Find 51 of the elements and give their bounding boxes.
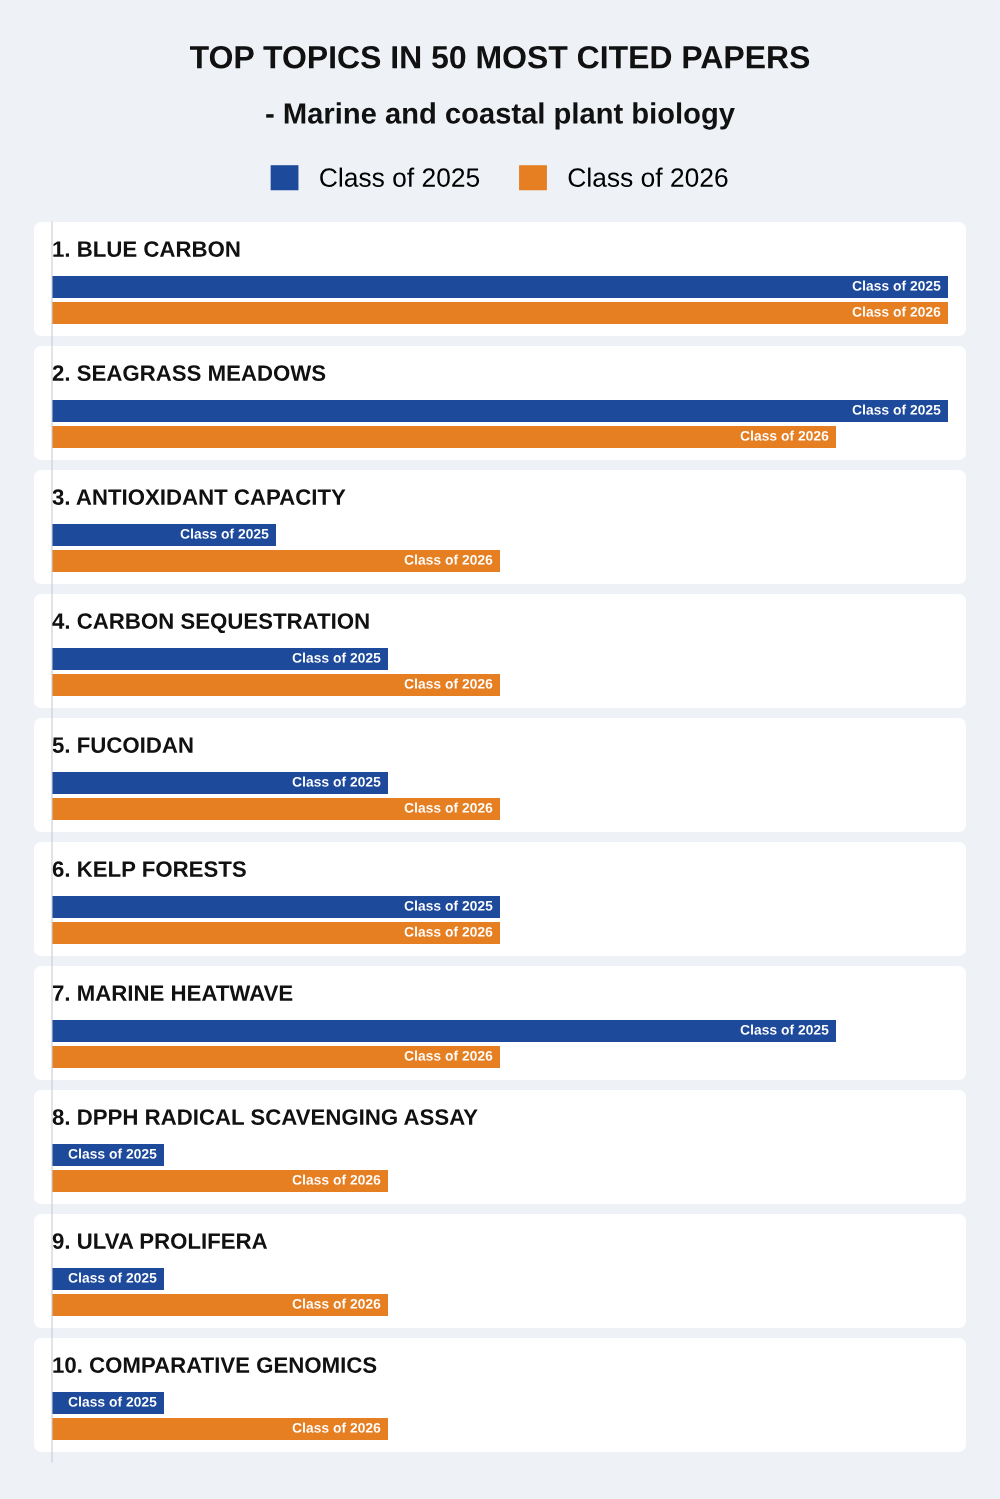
- bar: [52, 302, 948, 324]
- bar: [52, 1170, 388, 1192]
- y-tick-label: 9. ULVA PROLIFERA: [52, 1233, 268, 1249]
- text: Class of 2025: [180, 528, 269, 539]
- y-tick-label: 6. KELP FORESTS: [52, 861, 246, 877]
- legend-label: Class of 2026: [568, 167, 728, 187]
- bar: [52, 772, 388, 794]
- text: Class of 2025: [292, 652, 381, 663]
- bar: [52, 1020, 836, 1042]
- text: Class of 2025: [68, 1396, 157, 1407]
- text: Class of 2026: [292, 1174, 381, 1185]
- text: Class of 2025: [68, 1148, 157, 1159]
- bar: [52, 1046, 500, 1068]
- text: Class of 2026: [404, 554, 493, 565]
- y-tick-label: 5. FUCOIDAN: [52, 737, 193, 753]
- bar: [52, 1418, 388, 1440]
- bar: [52, 648, 388, 670]
- bar: [52, 524, 276, 546]
- text: Class of 2026: [404, 802, 493, 813]
- y-tick-label: 10. COMPARATIVE GENOMICS: [53, 1357, 377, 1373]
- bar: [52, 674, 500, 696]
- y-tick-label: 8. DPPH RADICAL SCAVENGING ASSAY: [52, 1109, 478, 1125]
- text: Class of 2026: [404, 926, 493, 937]
- y-tick-label: 1. BLUE CARBON: [53, 241, 240, 257]
- bar: [52, 550, 500, 572]
- bar: [52, 896, 500, 918]
- text: Class of 2026: [404, 678, 493, 689]
- text: Class of 2026: [404, 1050, 493, 1061]
- chart-subtitle: - Marine and coastal plant biology: [266, 102, 735, 130]
- y-tick-label: 7. MARINE HEATWAVE: [52, 985, 293, 1001]
- y-tick-label: 4. CARBON SEQUESTRATION: [52, 613, 369, 634]
- text: Class of 2025: [404, 900, 493, 911]
- text: Class of 2026: [292, 1298, 381, 1309]
- text: Class of 2026: [292, 1422, 381, 1433]
- legend-label: Class of 2025: [320, 167, 480, 187]
- bar: [52, 400, 948, 422]
- bar: [52, 276, 948, 298]
- y-tick-label: 2. SEAGRASS MEADOWS: [52, 365, 326, 381]
- bar: [52, 1294, 388, 1316]
- y-tick-label: 3. ANTIOXIDANT CAPACITY: [52, 489, 346, 505]
- bar: [52, 798, 500, 820]
- text: Class of 2025: [852, 280, 941, 291]
- bar: [52, 922, 500, 944]
- text: Class of 2026: [852, 306, 941, 317]
- text: Class of 2025: [740, 1024, 829, 1035]
- text: Class of 2025: [292, 776, 381, 787]
- text: Class of 2025: [68, 1272, 157, 1283]
- bar: [52, 426, 836, 448]
- text: Class of 2026: [740, 430, 829, 441]
- chart-title: TOP TOPICS IN 50 MOST CITED PAPERS: [189, 45, 810, 69]
- text: Class of 2025: [852, 404, 941, 415]
